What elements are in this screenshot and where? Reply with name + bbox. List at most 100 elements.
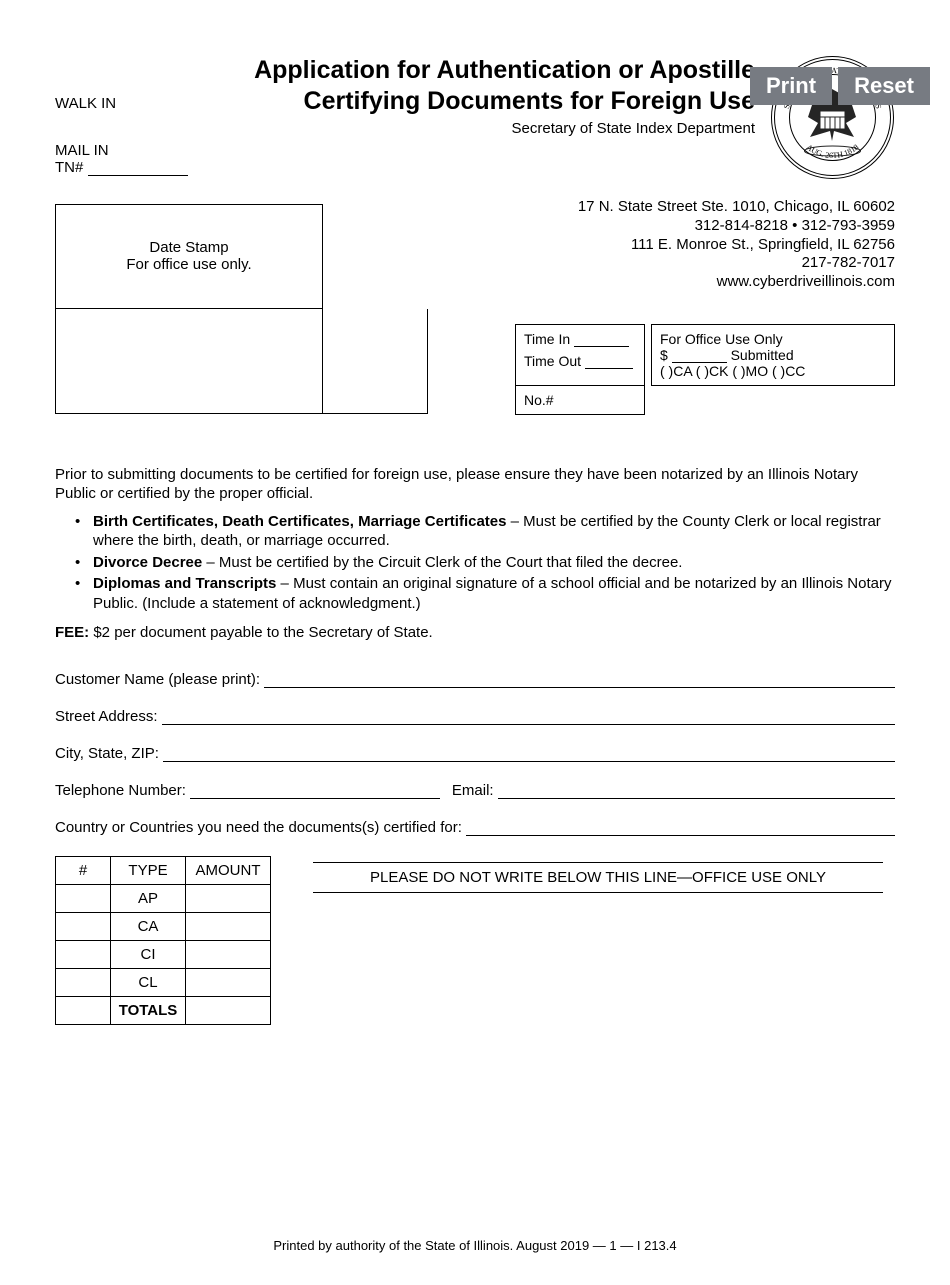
- cell-amount[interactable]: [186, 968, 271, 996]
- submitted-row: $ Submitted: [660, 347, 886, 363]
- cell-type: AP: [111, 884, 186, 912]
- stamp-column: Date Stamp For office use only.: [55, 204, 435, 415]
- office-only-section: PLEASE DO NOT WRITE BELOW THIS LINE—OFFI…: [301, 856, 895, 1025]
- field-name: Customer Name (please print):: [55, 671, 895, 688]
- name-label: Customer Name (please print):: [55, 671, 260, 688]
- office-use-label: For Office Use Only: [660, 331, 886, 347]
- no-box: No.#: [515, 386, 645, 415]
- date-stamp-sub: For office use only.: [126, 256, 251, 273]
- email-input-line[interactable]: [498, 783, 895, 799]
- title-line-2: Certifying Documents for Foreign Use: [304, 87, 755, 115]
- submission-mode: WALK IN MAIL IN TN#: [55, 55, 205, 176]
- title-line-1: Application for Authentication or Aposti…: [254, 56, 755, 84]
- country-input-line[interactable]: [466, 820, 895, 836]
- th-num: #: [56, 856, 111, 884]
- tn-input-line[interactable]: [88, 175, 188, 176]
- street-input-line[interactable]: [162, 709, 895, 725]
- requirements-list: Birth Certificates, Death Certificates, …: [75, 512, 895, 614]
- office-use-column: Time In Time Out For Office Use Only $ S…: [515, 324, 895, 415]
- req2-rest: – Must be certified by the Circuit Clerk…: [202, 554, 682, 571]
- stamp-box-a: [55, 309, 323, 414]
- divider-top: [313, 862, 883, 863]
- date-stamp-box: Date Stamp For office use only.: [55, 204, 323, 309]
- name-input-line[interactable]: [264, 672, 895, 688]
- footer: Printed by authority of the State of Ill…: [0, 1238, 950, 1253]
- cell-num[interactable]: [56, 884, 111, 912]
- time-in-line[interactable]: [574, 346, 629, 347]
- type-table: # TYPE AMOUNT AP CA CI CL TOTALS: [55, 856, 271, 1025]
- phone-label: Telephone Number:: [55, 782, 186, 799]
- street-label: Street Address:: [55, 708, 158, 725]
- cell-totals: TOTALS: [111, 996, 186, 1024]
- cell-amount[interactable]: [186, 940, 271, 968]
- cell-amount[interactable]: [186, 884, 271, 912]
- field-country: Country or Countries you need the docume…: [55, 819, 895, 836]
- cell-amount[interactable]: [186, 912, 271, 940]
- table-header-row: # TYPE AMOUNT: [56, 856, 271, 884]
- phone-input-line[interactable]: [190, 783, 440, 799]
- fee-line: FEE: $2 per document payable to the Secr…: [55, 623, 895, 643]
- req2-bold: Divorce Decree: [93, 554, 202, 571]
- cell-num[interactable]: [56, 968, 111, 996]
- page-title: Application for Authentication or Aposti…: [205, 55, 755, 118]
- th-type: TYPE: [111, 856, 186, 884]
- req-item-1: Birth Certificates, Death Certificates, …: [75, 512, 895, 551]
- time-out-line[interactable]: [585, 368, 633, 369]
- time-out-label: Time Out: [524, 353, 581, 369]
- stamp-lower-row: [55, 309, 435, 414]
- bottom-row: # TYPE AMOUNT AP CA CI CL TOTALS: [55, 856, 895, 1025]
- req-item-3: Diplomas and Transcripts – Must contain …: [75, 574, 895, 613]
- field-csz: City, State, ZIP:: [55, 745, 895, 762]
- form-fields: Customer Name (please print): Street Add…: [55, 671, 895, 836]
- table-row: CL: [56, 968, 271, 996]
- csz-label: City, State, ZIP:: [55, 745, 159, 762]
- office-boxes: Time In Time Out For Office Use Only $ S…: [515, 324, 895, 386]
- field-phone-email: Telephone Number: Email:: [55, 782, 895, 799]
- country-label: Country or Countries you need the docume…: [55, 819, 462, 836]
- no-label: No.#: [524, 392, 554, 408]
- req1-bold: Birth Certificates, Death Certificates, …: [93, 513, 506, 530]
- th-amount: AMOUNT: [186, 856, 271, 884]
- top-button-bar: Print Reset: [750, 67, 930, 105]
- office-only-text: PLEASE DO NOT WRITE BELOW THIS LINE—OFFI…: [301, 869, 895, 886]
- reset-button[interactable]: Reset: [838, 67, 930, 105]
- cell-type: CL: [111, 968, 186, 996]
- fee-bold: FEE:: [55, 624, 89, 641]
- req3-bold: Diplomas and Transcripts: [93, 575, 276, 592]
- title-block: Application for Authentication or Aposti…: [205, 55, 765, 137]
- print-button[interactable]: Print: [750, 67, 832, 105]
- field-street: Street Address:: [55, 708, 895, 725]
- cell-type: CI: [111, 940, 186, 968]
- cell-num[interactable]: [56, 996, 111, 1024]
- cell-amount[interactable]: [186, 996, 271, 1024]
- totals-label: TOTALS: [119, 1002, 178, 1019]
- table-totals-row: TOTALS: [56, 996, 271, 1024]
- stamp-box-b: [323, 309, 428, 414]
- time-in-label: Time In: [524, 331, 570, 347]
- for-office-use-box: For Office Use Only $ Submitted ( )CA ( …: [651, 324, 895, 386]
- time-box: Time In Time Out: [515, 324, 645, 386]
- cell-num[interactable]: [56, 912, 111, 940]
- table-row: AP: [56, 884, 271, 912]
- time-out-row: Time Out: [524, 353, 636, 369]
- fee-rest: $2 per document payable to the Secretary…: [89, 624, 433, 641]
- req-item-2: Divorce Decree – Must be certified by th…: [75, 553, 895, 573]
- table-row: CA: [56, 912, 271, 940]
- tn-label: TN#: [55, 159, 83, 176]
- cell-num[interactable]: [56, 940, 111, 968]
- time-in-row: Time In: [524, 331, 636, 347]
- tn-row: TN#: [55, 159, 205, 176]
- submitted-label: Submitted: [731, 347, 794, 363]
- intro-paragraph: Prior to submitting documents to be cert…: [55, 465, 895, 504]
- date-stamp-label: Date Stamp: [149, 239, 228, 256]
- page-subtitle: Secretary of State Index Department: [205, 120, 755, 137]
- cell-type: CA: [111, 912, 186, 940]
- payment-codes: ( )CA ( )CK ( )MO ( )CC: [660, 363, 886, 379]
- table-row: CI: [56, 940, 271, 968]
- walk-in-label: WALK IN: [55, 95, 205, 112]
- divider-bottom: [313, 892, 883, 893]
- mail-in-label: MAIL IN: [55, 142, 205, 159]
- email-label: Email:: [452, 782, 494, 799]
- dollar-label: $: [660, 347, 668, 363]
- csz-input-line[interactable]: [163, 746, 895, 762]
